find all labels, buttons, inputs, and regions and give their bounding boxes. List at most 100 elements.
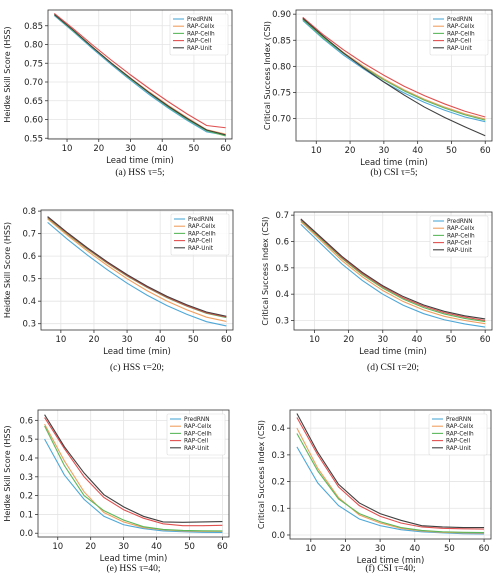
x-tick-label: 60 [217,542,228,552]
y-tick-label: 0.1 [19,510,33,520]
x-tick-label: 40 [151,542,162,552]
legend-entry: RAP-Cellh [187,31,215,37]
series-line-rap-unit [302,17,486,137]
series-line-rap-cellx [47,218,227,322]
series-line-rap-cell [300,219,486,322]
x-tick-label: 10 [311,146,322,156]
series-line-rap-unit [53,14,226,136]
legend-entry: RAP-Cellx [184,424,212,430]
legend-entry: RAP-Unit [447,248,473,254]
legend-entry: RAP-Cell [187,39,211,45]
legend-entry: RAP-Cellx [446,424,474,430]
panel-caption: (e) HSS τ=40; [106,563,160,574]
series-line-rap-cellh [296,433,485,534]
y-axis-label: Heidke Skill Score (HSS) [3,26,12,122]
y-axis-label: Critical Success Index (CSI) [257,420,266,529]
y-tick-label: 0.4 [275,290,289,300]
y-tick-label: 0.3 [275,317,289,327]
x-tick-label: 60 [220,144,231,154]
legend-entry: RAP-Unit [188,246,214,252]
y-tick-label: 0.55 [24,134,43,144]
series-line-rap-cell [44,417,223,527]
series-line-rap-cellh [300,220,486,323]
axes-frame [289,409,492,540]
chart-panel-4: 10 20 30 40 50 60 0.0 0.1 0.2 0.3 0.4 0.5 0.6 Lead ti… [3,409,230,574]
x-axis-label: Lead time (min) [357,556,425,566]
legend-entry: PredRNN [446,417,472,423]
y-tick-label: 0.0 [19,529,33,539]
series-line-rap-cell [53,12,226,129]
x-tick-label: 40 [157,144,168,154]
axes-frame [37,409,230,538]
series-line-rap-cell [296,417,485,530]
y-tick-label: 0.4 [271,424,285,434]
legend-box [170,213,230,256]
x-tick-label: 30 [377,335,388,345]
series-line-rap-cellx [300,221,486,325]
series-line-predrnn [47,221,227,327]
x-tick-label: 50 [188,335,199,345]
y-tick-label: 0.2 [19,492,33,502]
y-tick-label: 0.7 [275,211,289,221]
x-tick-label: 20 [85,542,96,552]
series-line-rap-cellx [44,423,223,532]
x-tick-label: 60 [479,544,490,554]
legend-entry: RAP-Cell [446,439,470,445]
series-line-predrnn [300,223,486,328]
panel-caption: (c) HSS τ=20; [110,362,164,373]
y-tick-label: 0.0 [271,531,285,541]
x-tick-label: 10 [309,335,320,345]
chart-panel-3: 10 20 30 40 50 60 0.3 0.4 0.5 0.6 0.7 Lead time (mi… [261,211,493,373]
x-tick-label: 60 [480,335,491,345]
series-line-predrnn [53,15,226,136]
panel-caption: (f) CSI τ=40; [365,563,415,574]
series-line-rap-unit [296,413,485,529]
axes-frame [295,9,493,142]
axes-frame [47,9,233,140]
y-tick-label: 0.3 [19,473,33,483]
y-tick-label: 0.4 [19,454,33,464]
x-tick-label: 50 [446,335,457,345]
legend-entry: RAP-Cell [447,241,471,247]
series-line-rap-cell [302,16,486,118]
legend-entry: RAP-Cellh [447,233,475,239]
y-tick-label: 0.4 [22,297,36,307]
x-axis-label: Lead time (min) [106,156,174,166]
y-tick-label: 0.60 [24,116,43,126]
x-tick-label: 20 [343,335,354,345]
y-tick-label: 0.70 [272,115,291,125]
panel-caption: (a) HSS τ=5; [115,167,164,178]
legend-entry: RAP-Unit [447,46,473,52]
x-tick-label: 10 [52,542,63,552]
legend-entry: RAP-Cellh [188,231,216,237]
legend-box [166,413,226,456]
y-tick-label: 0.5 [19,435,33,445]
x-tick-label: 20 [345,146,356,156]
legend-box [428,413,488,456]
legend-box [429,13,489,56]
x-tick-label: 60 [480,146,491,156]
series-line-rap-cellh [302,18,486,121]
y-tick-label: 0.80 [24,41,43,51]
x-tick-label: 40 [412,146,423,156]
legend-entry: PredRNN [187,17,213,23]
panel-caption: (b) CSI τ=5; [370,167,417,178]
legend-entry: RAP-Cell [447,39,471,45]
series-line-rap-cellh [44,425,223,532]
x-tick-label: 30 [125,144,136,154]
x-tick-label: 20 [93,144,104,154]
x-tick-label: 50 [444,544,455,554]
legend-entry: RAP-Unit [446,446,472,452]
legend-entry: RAP-Unit [187,46,213,52]
x-tick-label: 40 [155,335,166,345]
y-tick-label: 0.75 [24,59,43,69]
y-axis-label: Critical Success Index (CSI) [263,21,272,130]
x-tick-label: 10 [62,144,73,154]
legend-entry: PredRNN [184,417,210,423]
legend-box [169,13,229,56]
chart-panel-2: 10 20 30 40 50 60 0.3 0.4 0.5 0.6 0.7 0.8 Lead time … [3,207,234,373]
y-tick-label: 0.65 [24,97,43,107]
series-line-rap-unit [47,216,227,317]
y-tick-label: 0.6 [275,238,289,248]
series-line-predrnn [44,438,223,534]
